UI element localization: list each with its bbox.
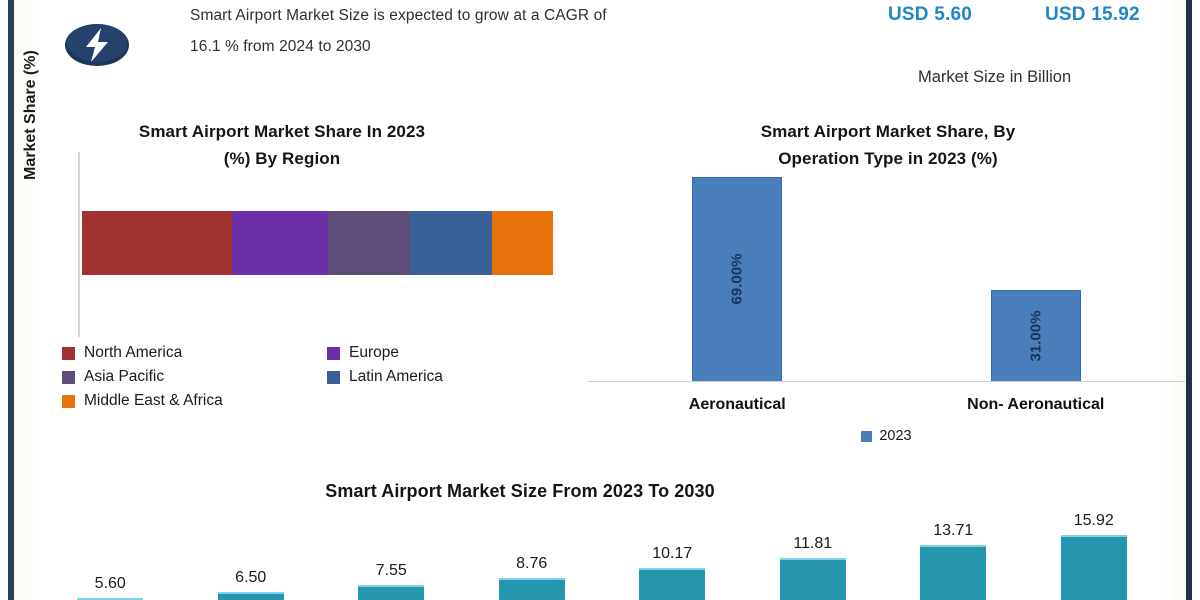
legend-entry-north-america: North America [62,344,327,362]
region-segment-europe [231,211,328,275]
legend-entry-europe: Europe [327,344,562,362]
market-size-value-label: 11.81 [793,534,833,552]
lightning-bolt-oval-logo-icon [64,22,130,68]
market-size-value-label: 13.71 [933,522,974,540]
legend-label-2023: 2023 [879,428,912,444]
region-chart-title: Smart Airport Market Share In 2023 (%) B… [42,118,522,172]
region-chart-title-line-2: (%) By Region [223,149,341,168]
market-size-bar [498,577,565,600]
operation-chart-x-axis-line [588,381,1185,382]
operation-chart-x-labels: Aeronautical Non- Aeronautical [588,396,1185,414]
legend-label: Europe [349,344,399,361]
region-chart-title-line-1: Smart Airport Market Share In 2023 [138,122,426,141]
right-accent-border [1186,0,1192,600]
legend-swatch-icon [327,370,340,384]
legend-swatch-2023 [861,430,873,442]
operation-bar-value-label: 69.00% [728,253,746,305]
market-size-bar [1060,535,1127,600]
legend-label: North America [84,344,183,361]
market-size-bar [217,592,284,600]
legend-entry-asia-pacific: Asia Pacific [62,368,327,386]
market-size-value-label: 15.92 [1073,512,1114,529]
usd-end-value: USD 15.92 [1045,4,1140,25]
region-chart-y-axis-line [78,152,80,337]
market-size-value-label: 8.76 [516,554,548,572]
legend-label: Asia Pacific [84,368,165,385]
operation-chart-title-line-1: Smart Airport Market Share, By [760,122,1016,141]
market-size-caption: Market Size in Billion [918,68,1072,86]
legend-swatch-icon [62,370,75,384]
usd-range: USD 5.60 USD 15.92 [860,4,1190,38]
operation-bar-value-label: 31.00% [1027,310,1045,362]
legend-label: Latin America [349,368,443,385]
operation-chart-title-line-2: Operation Type in 2023 (%) [778,149,998,168]
headline-line-1: Smart Airport Market Size is expected to… [190,7,607,24]
market-size-bar [920,545,987,600]
usd-start-value: USD 5.60 [888,4,972,25]
operation-x-label: Aeronautical [688,396,786,413]
operation-chart-plot-area: 69.00% 31.00% [588,150,1185,382]
market-size-bar [639,568,706,600]
market-size-bar [358,585,425,600]
market-size-column: 10.17 [639,512,706,600]
left-accent-border [8,0,14,600]
market-size-value-label: 6.50 [235,569,267,587]
legend-swatch-icon [327,346,340,360]
market-size-column: 6.50 [217,512,284,600]
market-size-chart-title: Smart Airport Market Size From 2023 To 2… [325,481,715,501]
left-cream-band [14,0,40,600]
legend-label: Middle East & Africa [84,392,223,409]
operation-bar-aeronautical: 69.00% [692,176,783,382]
region-segment-latin-america [409,211,492,275]
market-size-column: 15.92 [1060,512,1127,600]
market-size-bar [779,557,846,600]
operation-chart-legend: 2023 [588,428,1185,444]
right-cream-band [1164,0,1186,600]
operation-chart-title: Smart Airport Market Share, By Operation… [620,118,1156,172]
market-size-column: 13.71 [920,512,987,600]
market-size-column: 8.76 [498,512,565,600]
operation-x-label: Non- Aeronautical [967,396,1105,413]
region-stacked-bar [82,211,553,275]
market-size-column: 5.60 [77,512,144,600]
region-chart-legend: North America Europe Asia Pacific Latin Ame… [62,344,562,410]
region-chart-y-axis-label: Market Share (%) [22,50,39,180]
legend-entry-latin-america: Latin America [327,368,562,386]
legend-entry-middle-east-africa: Middle East & Africa [62,392,327,410]
operation-bar-non-aeronautical: 31.00% [990,289,1081,382]
market-size-value-label: 7.55 [375,562,407,580]
region-segment-middle-east-africa [491,211,553,275]
market-size-value-label: 5.60 [94,575,126,592]
market-size-column: 11.81 [779,512,846,600]
market-size-chart-plot-area: 5.60 6.50 7.55 8.76 10.17 11.81 13.71 15.92 [40,512,1164,600]
market-size-value-label: 10.17 [652,545,693,563]
region-segment-north-america [82,211,232,275]
legend-swatch-icon [62,346,75,360]
market-size-column: 7.55 [358,512,425,600]
headline: Smart Airport Market Size is expected to… [190,0,790,62]
headline-line-2: 16.1 % from 2024 to 2030 [190,38,371,55]
market-size-bar [77,598,144,600]
legend-swatch-icon [62,394,75,408]
region-segment-asia-pacific [327,211,410,275]
